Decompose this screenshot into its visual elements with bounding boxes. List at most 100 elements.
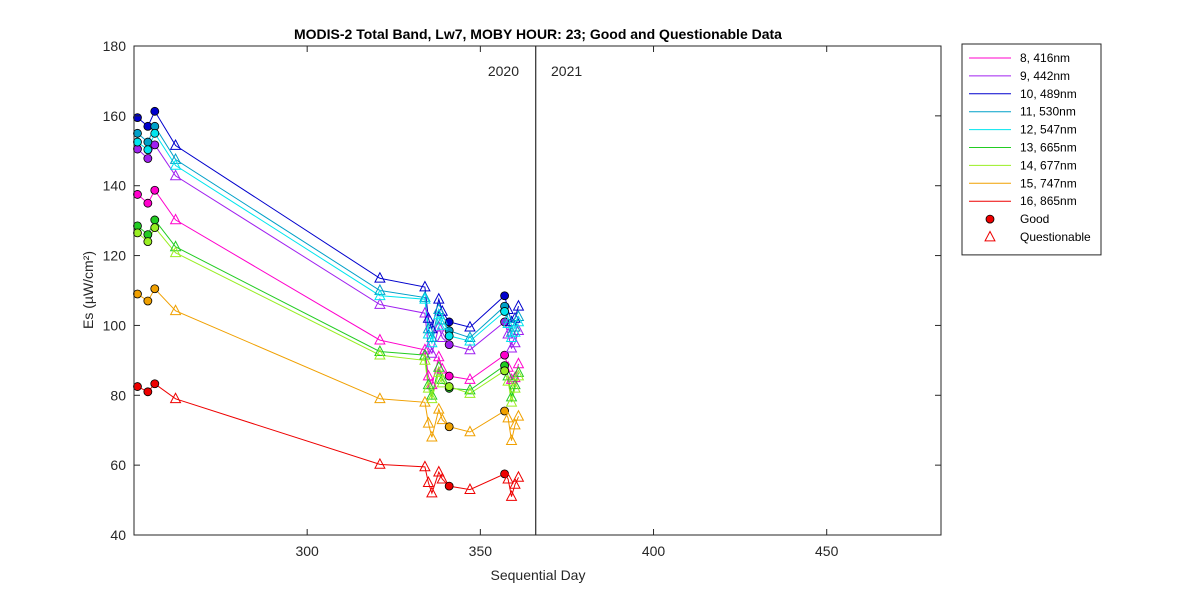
questionable-point — [422, 381, 435, 393]
good-point — [444, 331, 454, 341]
legend-entry-label: 13, 665nm — [1020, 141, 1077, 155]
good-point — [133, 228, 142, 238]
good-point — [444, 481, 454, 491]
legend-entry-label: 11, 530nm — [1020, 105, 1076, 119]
questionable-point — [505, 434, 518, 446]
questionable-point — [509, 477, 521, 489]
good-point — [133, 289, 142, 299]
questionable-point — [169, 392, 182, 404]
questionable-point — [509, 381, 521, 393]
good-point — [133, 128, 142, 138]
questionable-point — [426, 331, 438, 343]
questionable-point — [433, 360, 445, 372]
plot-frame — [133, 45, 942, 536]
questionable-point — [433, 308, 445, 320]
questionable-point — [505, 390, 518, 402]
questionable-point — [502, 374, 514, 386]
good-point — [444, 422, 454, 432]
year-label-2020: 2020 — [488, 63, 519, 79]
questionable-point — [509, 325, 521, 337]
questionable-point — [169, 213, 182, 225]
questionable-point — [502, 311, 514, 323]
questionable-point — [419, 353, 431, 365]
y-tick-label: 60 — [110, 457, 126, 473]
questionable-point — [422, 476, 435, 487]
questionable-point — [426, 388, 438, 400]
good-point — [133, 190, 142, 199]
questionable-point — [433, 320, 445, 332]
questionable-point — [433, 303, 445, 315]
questionable-point — [374, 271, 386, 283]
questionable-point — [374, 289, 386, 301]
questionable-point — [464, 334, 476, 346]
legend: 8, 416nm 9, 442nm 10, 489nm 11, 530nm 12, 54… — [961, 43, 1102, 256]
series-line-8 — [137, 287, 519, 441]
good-point — [150, 106, 160, 116]
questionable-point — [509, 418, 521, 430]
legend-entry-label: 12, 547nm — [1020, 123, 1077, 137]
legend-entry-label: 14, 677nm — [1020, 158, 1077, 172]
questionable-point — [464, 331, 476, 343]
good-point — [150, 185, 160, 195]
good-point — [150, 284, 160, 294]
y-axis-label: Es (µW/cm²) — [80, 251, 96, 329]
questionable-point — [436, 318, 449, 330]
good-point — [143, 237, 153, 247]
questionable-point — [512, 310, 525, 322]
good-point — [500, 366, 509, 376]
y-axis: 40 60 80 100 120 140 160 180 — [103, 38, 941, 543]
x-axis-label: Sequential Day — [491, 567, 586, 583]
good-point — [444, 340, 454, 350]
questionable-point — [505, 341, 518, 353]
legend-entry-label: 10, 489nm — [1020, 87, 1077, 101]
legend-marker-label: Good — [1020, 212, 1049, 226]
y-tick-label: 80 — [110, 387, 126, 403]
questionable-point — [505, 331, 518, 343]
questionable-point — [502, 411, 514, 423]
questionable-point — [426, 430, 438, 442]
good-point — [150, 223, 160, 233]
questionable-point — [512, 369, 525, 381]
questionable-point — [464, 483, 476, 494]
legend-good-marker — [985, 214, 995, 224]
good-point — [444, 371, 454, 381]
questionable-point — [436, 372, 449, 384]
questionable-point — [464, 320, 476, 332]
good-point — [133, 137, 142, 147]
questionable-point — [436, 376, 449, 388]
questionable-point — [436, 472, 449, 484]
plot-area — [133, 46, 537, 535]
questionable-point — [433, 292, 445, 304]
questionable-point — [464, 386, 476, 398]
questionable-point — [419, 460, 431, 472]
x-tick-label: 400 — [642, 543, 666, 559]
questionable-point — [436, 313, 449, 325]
questionable-point — [422, 311, 435, 323]
questionable-point — [419, 290, 431, 302]
good-point — [143, 387, 153, 397]
y-tick-label: 140 — [103, 178, 127, 194]
good-point — [150, 379, 160, 389]
questionable-point — [464, 383, 476, 395]
questionable-point — [426, 336, 438, 348]
questionable-point — [374, 283, 386, 295]
good-point — [143, 137, 153, 147]
questionable-point — [505, 395, 518, 407]
year-label-2021: 2021 — [551, 63, 582, 79]
questionable-point — [464, 343, 476, 355]
questionable-point — [502, 317, 514, 329]
questionable-point — [502, 369, 514, 381]
questionable-point — [464, 372, 476, 384]
questionable-point — [422, 378, 435, 390]
good-point — [133, 382, 142, 391]
questionable-point — [512, 366, 525, 377]
good-point — [150, 215, 160, 225]
questionable-point — [169, 158, 182, 170]
legend-entry-label: 9, 442nm — [1020, 69, 1070, 83]
y-tick-label: 180 — [103, 38, 127, 54]
questionable-point — [512, 409, 525, 421]
questionable-point — [422, 341, 435, 353]
good-point — [444, 382, 454, 391]
